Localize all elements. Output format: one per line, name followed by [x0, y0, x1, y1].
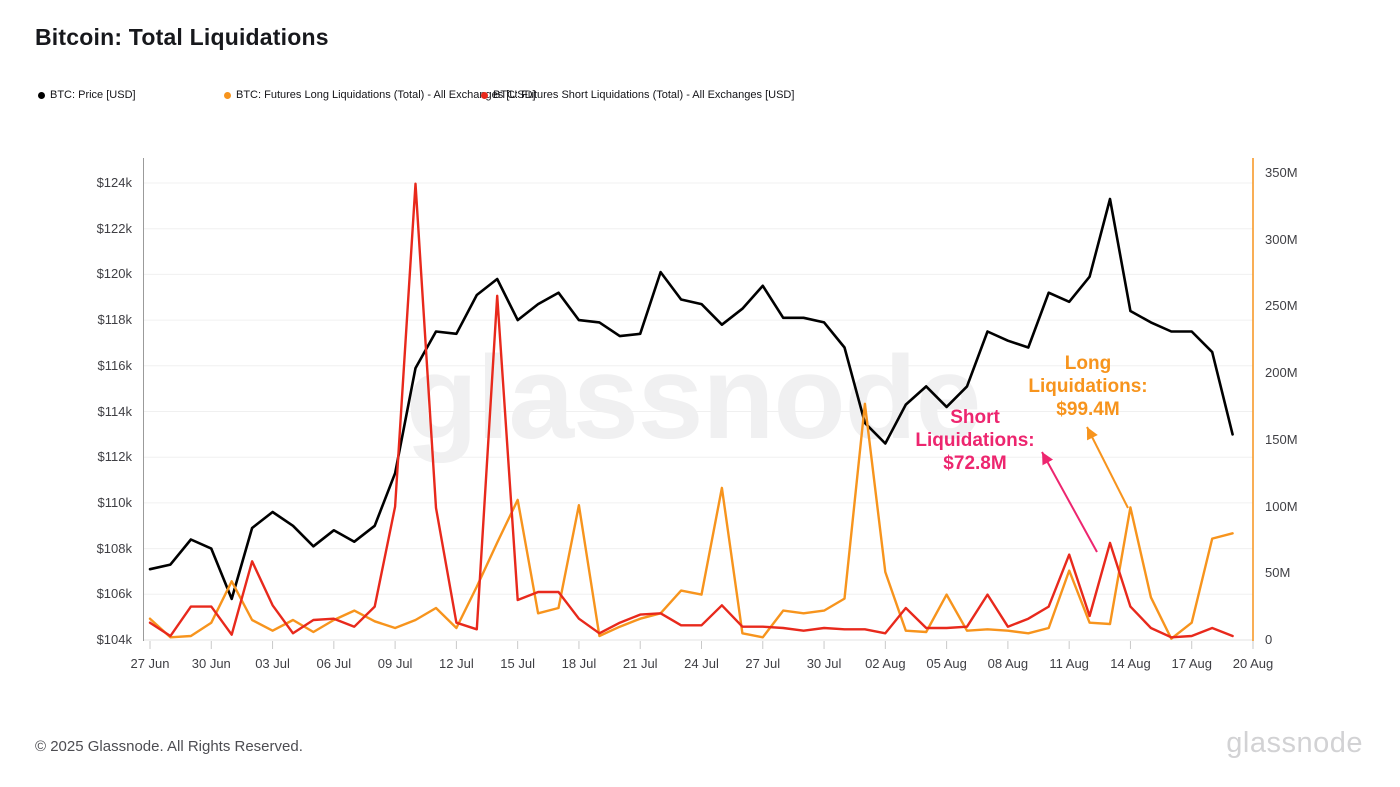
right-axis-tick-label: 100M [1265, 498, 1298, 514]
short-liquidations-annotation: Short Liquidations: $72.8M [915, 407, 1035, 474]
legend-label: BTC: Futures Short Liquidations (Total) … [493, 89, 795, 101]
x-axis-tick-label: 18 Jul [561, 656, 597, 671]
price-line [148, 197, 1234, 601]
left-axis-tick-label: $112k [97, 449, 132, 465]
chart-canvas[interactable] [0, 0, 1400, 710]
x-axis-tick-label: 05 Aug [926, 656, 967, 671]
legend-item-short-liquidations[interactable]: BTC: Futures Short Liquidations (Total) … [481, 89, 794, 101]
x-axis-tick-label: 02 Aug [865, 656, 906, 671]
long-liquidations-arrow-icon [1086, 426, 1129, 509]
left-axis-tick-label: $114k [97, 403, 132, 419]
right-axis-tick-label: 50M [1265, 565, 1291, 581]
left-axis-tick-label: $118k [97, 312, 132, 328]
left-axis-tick-label: $106k [96, 586, 132, 602]
right-axis-tick-label: 300M [1265, 231, 1298, 247]
left-axis-tick-label: $108k [96, 540, 132, 556]
x-axis-tick-label: 12 Jul [439, 656, 474, 671]
x-axis-tick-label: 09 Jul [377, 656, 413, 671]
legend-label: BTC: Futures Long Liquidations (Total) -… [236, 89, 536, 101]
page-title: Bitcoin: Total Liquidations [35, 24, 329, 50]
x-axis-tick-label: 14 Aug [1110, 656, 1151, 671]
glassnode-logo: glassnode [1226, 727, 1363, 759]
x-axis-tick-label: 06 Jul [316, 656, 352, 671]
x-axis-tick-label: 21 Jul [622, 656, 658, 671]
left-axis-tick-label: $104k [96, 632, 132, 647]
copyright-text: © 2025 Glassnode. All Rights Reserved. [35, 738, 303, 755]
x-axis-tick-label: 17 Aug [1171, 656, 1212, 671]
right-axis-tick-label: 150M [1265, 431, 1298, 447]
left-axis-tick-label: $110k [97, 494, 132, 510]
right-axis-tick-label: 350M [1265, 165, 1298, 180]
x-axis-tick-label: 15 Jul [500, 656, 536, 671]
x-axis-tick-label: 24 Jul [684, 656, 719, 671]
x-axis-tick-label: 08 Aug [987, 656, 1029, 671]
left-axis-tick-label: $116k [97, 357, 132, 373]
left-axis-tick-label: $122k [96, 220, 132, 236]
legend-dot-icon [224, 91, 231, 99]
right-axis-tick-label: 250M [1265, 298, 1298, 314]
legend-item-price[interactable]: BTC: Price [USD] [38, 89, 136, 101]
long-liquidations-line [148, 402, 1234, 640]
legend-dot-icon [481, 91, 488, 99]
x-axis-tick-label: 20 Aug [1232, 656, 1274, 671]
right-axis-tick-label: 0 [1265, 632, 1273, 647]
left-axis-tick-label: $124k [96, 175, 132, 190]
short-liquidations-arrow-icon [1041, 451, 1098, 553]
right-axis-tick-label: 200M [1265, 365, 1298, 381]
legend-dot-icon [38, 91, 45, 99]
legend-label: BTC: Price [USD] [50, 89, 136, 101]
long-liquidations-annotation: Long Liquidations: $99.4M [1028, 353, 1148, 420]
x-axis-tick-label: 27 Jul [745, 656, 781, 671]
short-liquidations-line [148, 182, 1234, 639]
x-axis-tick-label: 30 Jun [191, 656, 231, 671]
x-axis-tick-label: 27 Jun [130, 656, 170, 671]
legend-item-long-liquidations[interactable]: BTC: Futures Long Liquidations (Total) -… [224, 89, 536, 101]
left-axis-tick-label: $120k [96, 266, 132, 282]
x-axis-tick-label: 30 Jul [806, 656, 842, 671]
x-axis-tick-label: 03 Jul [255, 656, 290, 671]
x-axis-tick-label: 11 Aug [1049, 656, 1089, 671]
